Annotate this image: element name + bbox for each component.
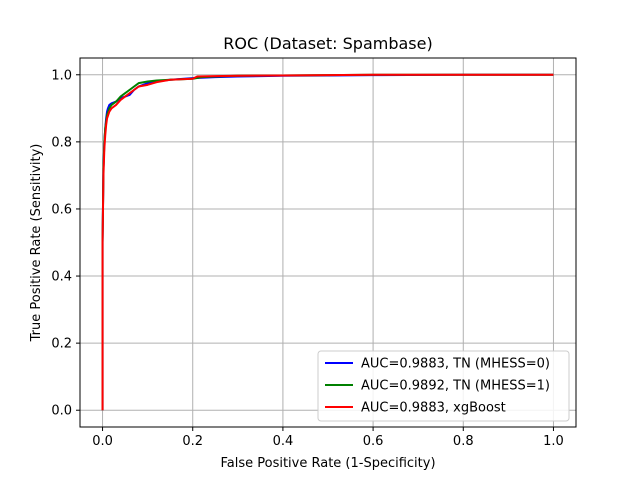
legend-label-2: AUC=0.9892, TN (MHESS=1) xyxy=(361,379,550,394)
y-tick-label: 1.0 xyxy=(51,68,72,83)
legend-label-3: AUC=0.9883, xgBoost xyxy=(361,401,506,416)
grid xyxy=(80,58,576,427)
axis-ticks: 0.0 0.2 0.4 0.6 0.8 1.0 0.0 0.2 0.4 0.6 0.8 1.0 xyxy=(51,68,563,449)
x-tick-label: 0.6 xyxy=(363,434,384,449)
x-tick-label: 1.0 xyxy=(543,434,564,449)
x-tick-label: 0.4 xyxy=(273,434,294,449)
y-tick-label: 0.2 xyxy=(51,337,72,352)
legend: AUC=0.9883, TN (MHESS=0) AUC=0.9892, TN (… xyxy=(317,350,570,422)
legend-label-1: AUC=0.9883, TN (MHESS=0) xyxy=(361,357,550,372)
x-tick-label: 0.8 xyxy=(453,434,474,449)
series-lines xyxy=(101,73,554,411)
y-tick-label: 0.6 xyxy=(51,202,72,217)
legend-box xyxy=(317,350,570,422)
plot-frame xyxy=(79,57,577,428)
x-tick-label: 0.0 xyxy=(92,434,113,449)
chart-title: ROC (Dataset: Spambase) xyxy=(223,34,432,53)
y-tick-label: 0.4 xyxy=(51,270,72,285)
series-line-3 xyxy=(101,73,554,411)
y-tick-label: 0.0 xyxy=(51,404,72,419)
x-tick-label: 0.2 xyxy=(182,434,203,449)
x-axis-label: False Positive Rate (1-Specificity) xyxy=(220,456,435,471)
y-axis-label: True Positive Rate (Sensitivity) xyxy=(29,144,44,343)
y-tick-label: 0.8 xyxy=(51,135,72,150)
